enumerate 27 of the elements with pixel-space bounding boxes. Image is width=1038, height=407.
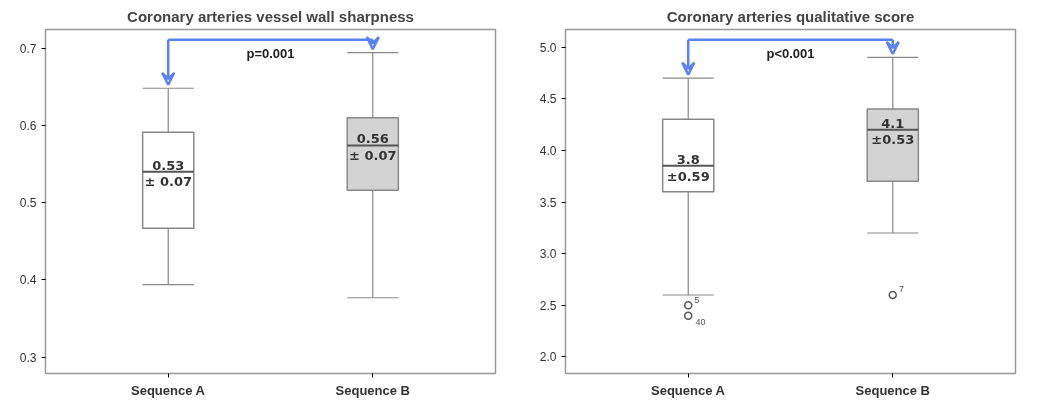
annotation: 0.56 ± 0.07 — [349, 131, 397, 164]
y-tick-label: 0.7 — [19, 41, 37, 56]
y-tick-label: 3.0 — [539, 247, 557, 262]
chart-title: Coronary arteries vessel wall sharpness — [127, 7, 414, 25]
annotation: 0.53 ± 0.07 — [144, 157, 192, 190]
annotation: p=0.001 — [246, 46, 295, 62]
y-tick-label: 4.5 — [539, 92, 557, 107]
x-tick-label: Sequence A — [651, 382, 726, 398]
x-tick-label: Sequence B — [855, 382, 930, 398]
y-tick-label: 0.4 — [19, 273, 37, 288]
y-tick-label: 0.3 — [19, 350, 37, 365]
x-tick-label: Sequence B — [335, 382, 410, 398]
chart-title: Coronary arteries qualitative score — [666, 7, 915, 25]
y-tick-label: 4.0 — [539, 143, 557, 158]
annotation: 40 — [695, 317, 706, 328]
y-tick-label: 3.5 — [539, 195, 557, 210]
y-tick-label: 2.0 — [539, 350, 557, 365]
annotation: 4.1 ±0.53 — [871, 115, 915, 148]
y-tick-label: 5.0 — [539, 40, 557, 55]
annotation: 3.8 ±0.59 — [666, 151, 710, 184]
y-tick-label: 0.6 — [19, 118, 37, 133]
y-tick-label: 2.5 — [539, 298, 557, 313]
annotation: 5 — [694, 294, 700, 305]
x-tick-label: Sequence A — [131, 382, 206, 398]
annotation: 7 — [898, 284, 904, 295]
annotation: p<0.001 — [766, 46, 815, 62]
y-tick-label: 0.5 — [19, 196, 37, 211]
